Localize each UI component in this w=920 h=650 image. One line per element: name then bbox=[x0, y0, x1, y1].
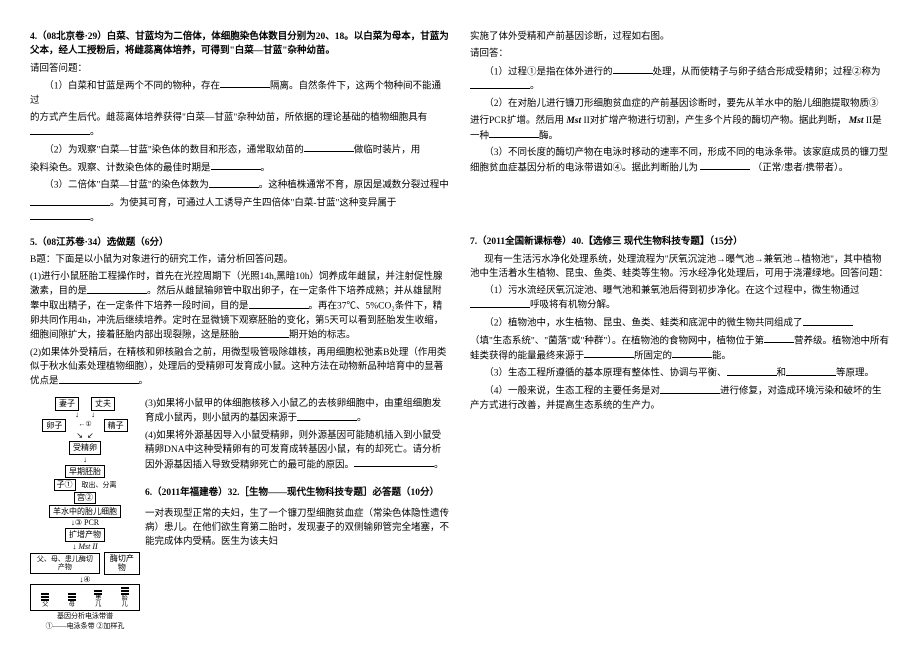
q7-1a: （1）污水流经厌氧沉淀池、曝气池和兼氧池后得到初步净化。在这个过程中，微生物通过 bbox=[484, 286, 859, 296]
q6-body: 一对表现型正常的夫妇，生了一个镰刀型细胞贫血症（常染色体隐性遗传病）患儿。在他们… bbox=[145, 507, 450, 550]
question-7: 7.（2011全国新课标卷）40.【选修三 现代生物科技专题】（15分） 现有一… bbox=[470, 235, 890, 413]
r-2c: II对扩增产物进行切割，产生多个片段的酶切产物。据此判断， bbox=[584, 116, 847, 126]
node-sperm: 精子 bbox=[104, 419, 128, 433]
q5-3a: (3)如果将小鼠甲的体细胞核移入小鼠乙的去核卵细胞中，由重组细胞发育成小鼠丙，则… bbox=[145, 399, 441, 424]
q4-1a: （1）白菜和甘蓝是两个不同的物种，存在 bbox=[44, 81, 220, 91]
q7-4a: （4）一般来说，生态工程的主要任务是对 bbox=[484, 387, 660, 397]
diagram-and-text: 妻子 丈夫 ↓↓ 卵子 ←① 精子 ↘ ↙ 受精卵 ↓ 早期胚胎 子① 取出、分… bbox=[30, 397, 450, 632]
r-1a: （1）过程①是指在体外进行的 bbox=[484, 67, 612, 77]
q4-header: 4.（08北京卷·29）白菜、甘蓝均为二倍体，体细胞染色体数目分别为20、18。… bbox=[30, 32, 449, 56]
blank bbox=[249, 299, 309, 309]
blank bbox=[470, 298, 530, 308]
gel-diagram: 父 母 患儿 胎儿 bbox=[30, 584, 140, 611]
blank bbox=[672, 349, 712, 359]
gel-marker: ①——电泳条带 ②加样孔 bbox=[30, 621, 140, 632]
q5-header: 5.（08江苏卷·34）选做题（6分） bbox=[30, 236, 450, 250]
r-intro: 实施了体外受精和产前基因诊断，过程如右图。 bbox=[470, 30, 890, 44]
question-6: 6.（2011年福建卷）32.［生物——现代生物科技专题］必答题（10分） 一对… bbox=[145, 486, 450, 549]
node-wife: 妻子 bbox=[55, 397, 79, 411]
blank bbox=[660, 384, 720, 394]
q7-header: 7.（2011全国新课标卷）40.【选修三 现代生物科技专题】（15分） bbox=[470, 235, 890, 249]
blank bbox=[727, 366, 777, 376]
q5-1d: 期开始的标志。 bbox=[289, 331, 356, 341]
q7-body: 现有一生活污水净化处理系统，处理流程为"厌氧沉淀池→曝气池→兼氧池→植物池"，其… bbox=[470, 253, 890, 282]
q6-header: 6.（2011年福建卷）32.［生物——现代生物科技专题］必答题（10分） bbox=[145, 486, 450, 500]
right-column: 实施了体外受精和产前基因诊断，过程如右图。 请回答： （1）过程①是指在体外进行… bbox=[460, 30, 900, 630]
mst-label: Mst II bbox=[78, 542, 97, 551]
q4-2b: 做临时装片，用 bbox=[354, 145, 421, 155]
flow-diagram: 妻子 丈夫 ↓↓ 卵子 ←① 精子 ↘ ↙ 受精卵 ↓ 早期胚胎 子① 取出、分… bbox=[30, 397, 145, 632]
q7-2e: 能。 bbox=[712, 351, 731, 361]
q4-3b: 。这种植株通常不育，原因是减数分裂过程中 bbox=[259, 181, 449, 191]
blank bbox=[354, 458, 434, 468]
node-egg: 卵子 bbox=[42, 419, 66, 433]
q4-2a: （2）为观察"白菜—甘蓝"染色体的数目和形态，通常取幼苗的 bbox=[44, 145, 304, 155]
q4-3a: （3）二倍体"白菜—甘蓝"的染色体数为 bbox=[44, 181, 209, 191]
gel-title: 基因分析电泳带谱 bbox=[30, 611, 140, 622]
blank bbox=[209, 178, 259, 188]
blank bbox=[239, 328, 289, 338]
q7-3b: 和 bbox=[777, 369, 787, 379]
blank bbox=[30, 211, 90, 221]
blank bbox=[470, 79, 530, 89]
mst-2: Mst bbox=[849, 116, 864, 126]
blank bbox=[59, 374, 139, 384]
node-fert: 受精卵 bbox=[69, 441, 101, 455]
blank bbox=[30, 196, 110, 206]
blank bbox=[764, 334, 794, 344]
blank bbox=[211, 161, 261, 171]
blank bbox=[87, 284, 147, 294]
blank bbox=[30, 125, 90, 135]
node-t2: 宫② bbox=[74, 492, 96, 504]
blank bbox=[297, 411, 357, 421]
r-1b: 处理，从而使精子与卵子结合形成受精卵；过程②称为 bbox=[653, 67, 881, 77]
r-ask: 请回答： bbox=[470, 47, 890, 61]
blank bbox=[786, 366, 836, 376]
left-column: 4.（08北京卷·29）白菜、甘蓝均为二倍体，体细胞染色体数目分别为20、18。… bbox=[20, 30, 460, 630]
blank bbox=[304, 143, 354, 153]
q4-3c: 。为使其可育，可通过人工诱导产生四倍体"白菜-甘蓝"这种变异属于 bbox=[110, 199, 396, 209]
node-amnio: 羊水中的胎儿细胞 bbox=[49, 505, 121, 519]
q7-1b: 呼吸将有机物分解。 bbox=[530, 301, 616, 311]
question-5: 5.（08江苏卷·34）选做题（6分） B题：下面是以小鼠为对象进行的研究工作，… bbox=[30, 236, 450, 632]
node-amp: 扩增产物 bbox=[65, 528, 105, 542]
q7-2d: 所固定的 bbox=[634, 351, 672, 361]
node-t1: 子① bbox=[54, 479, 76, 491]
pcr-label: PCR bbox=[84, 518, 99, 527]
q4-ask: 请回答问题： bbox=[30, 62, 450, 76]
blank bbox=[489, 129, 539, 139]
node-parents: 父、母、患儿酶切产物 bbox=[30, 553, 100, 574]
q4-2c: 染料染色。观察、计数染色体的最佳时期是 bbox=[30, 163, 211, 173]
blank bbox=[613, 65, 653, 75]
q7-3c: 等原理。 bbox=[836, 369, 874, 379]
node-husband: 丈夫 bbox=[91, 397, 115, 411]
blank bbox=[584, 349, 634, 359]
q7-2b: （填"生态系统"、"菌落"或"种群"）。在植物池的食物网中，植物位于第 bbox=[470, 336, 764, 346]
blank bbox=[803, 316, 853, 326]
mst-1: Mst bbox=[566, 116, 581, 126]
q5-b: B题：下面是以小鼠为对象进行的研究工作，请分析回答问题。 bbox=[30, 253, 450, 267]
node-early: 早期胚胎 bbox=[65, 465, 105, 479]
q4-1c: 的方式产生后代。雌蕊离体培养获得"白菜—甘蓝"杂种幼苗，所依据的理论基础的植物细… bbox=[30, 113, 427, 123]
r-2e: 酶。 bbox=[539, 131, 558, 141]
q7-3a: （3）生态工程所遵循的基本原理有整体性、协调与平衡、 bbox=[484, 369, 726, 379]
right-of-diagram: (3)如果将小鼠甲的体细胞核移入小鼠乙的去核卵细胞中，由重组细胞发育成小鼠丙，则… bbox=[145, 397, 450, 632]
r-2a: （2）在对胎儿进行镰刀形细胞贫血症的产前基因诊断时，要先从羊水中的胎儿细胞提取物… bbox=[484, 99, 878, 109]
node-prod: 酶切产物 bbox=[104, 552, 140, 575]
r-2b: 进行PCR扩增。然后用 bbox=[470, 116, 564, 126]
question-4: 4.（08北京卷·29）白菜、甘蓝均为二倍体，体细胞染色体数目分别为20、18。… bbox=[30, 30, 450, 226]
take-label: 取出、分离 bbox=[82, 480, 117, 491]
q7-2a: （2）植物池中，水生植物、昆虫、鱼类、蛙类和底泥中的微生物共同组成了 bbox=[484, 319, 802, 329]
blank bbox=[700, 161, 750, 171]
blank bbox=[220, 79, 270, 89]
r-3b: （正常/患者/携带者）。 bbox=[753, 163, 849, 173]
